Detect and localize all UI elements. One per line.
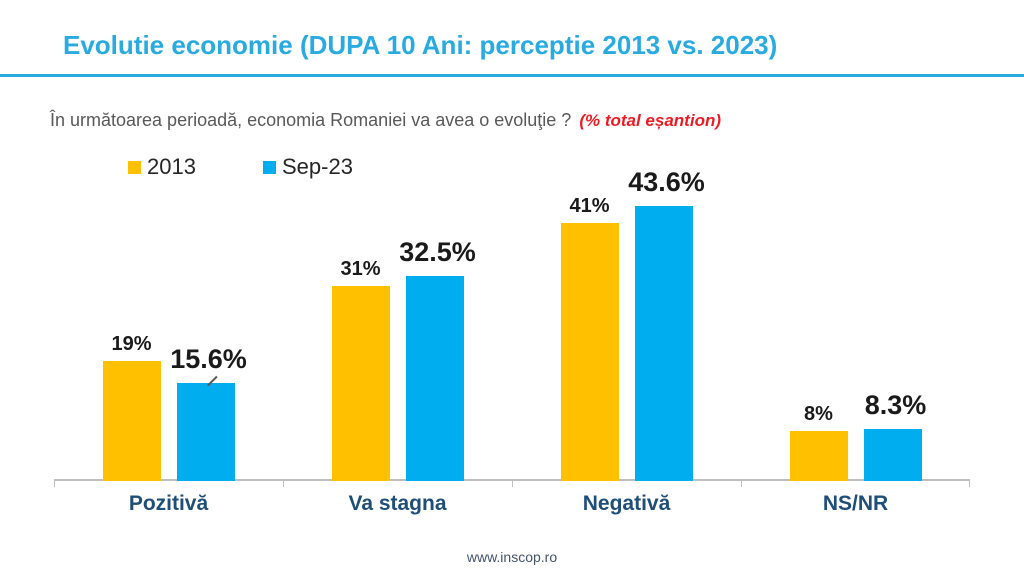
chart-legend: 2013 Sep-23 xyxy=(0,153,1024,181)
legend-label-2013: 2013 xyxy=(147,154,196,179)
category-label-va-stagna: Va stagna xyxy=(348,492,447,515)
survey-question: În următoarea perioadă, economia Romanie… xyxy=(50,110,721,131)
bar-sep-23-ns-nr xyxy=(863,429,922,481)
legend-item-sep-23: Sep-23 xyxy=(263,153,353,181)
legend-label-sep-23: Sep-23 xyxy=(282,154,353,179)
value-label-sep-23-pozitiva: 15.6% xyxy=(170,344,247,374)
legend-swatch-2013 xyxy=(128,160,141,174)
value-label-sep-23-va-stagna: 32.5% xyxy=(399,237,476,267)
page-title: Evolutie economie (DUPA 10 Ani: percepti… xyxy=(63,30,778,60)
axis-tick xyxy=(969,481,970,487)
plot-area: 19% 15.6% 31% 32.5% 41% 43.6% 8% 8.3% xyxy=(54,166,970,487)
category-label-pozitiva: Pozitivă xyxy=(128,492,209,515)
value-label-sep-23-ns-nr: 8.3% xyxy=(864,390,927,420)
bar-sep-23-va-stagna xyxy=(405,276,464,481)
axis-tick xyxy=(512,481,513,487)
survey-question-text: În următoarea perioadă, economia Romanie… xyxy=(50,110,572,130)
value-label-2013-pozitiva: 19% xyxy=(111,333,152,355)
value-label-2013-va-stagna: 31% xyxy=(340,258,381,280)
axis-tick xyxy=(54,481,55,487)
bar-2013-va-stagna xyxy=(331,286,390,481)
axis-tick xyxy=(283,481,284,487)
bar-sep-23-pozitiva xyxy=(176,383,235,481)
bar-2013-negativa xyxy=(560,223,619,481)
sample-note: (% total eșantion) xyxy=(579,111,721,130)
category-axis: Pozitivă Va stagna Negativă NS/NR xyxy=(54,490,970,520)
bar-2013-ns-nr xyxy=(789,431,848,481)
bar-sep-23-negativa xyxy=(634,206,693,481)
x-axis-line xyxy=(54,479,970,481)
legend-swatch-sep-23 xyxy=(263,160,276,174)
value-label-2013-negativa: 41% xyxy=(569,195,610,217)
title-divider xyxy=(0,74,1024,77)
category-label-negativa: Negativă xyxy=(582,492,671,515)
legend-item-2013: 2013 xyxy=(128,153,196,181)
bar-2013-pozitiva xyxy=(102,361,161,481)
value-label-2013-ns-nr: 8% xyxy=(804,403,833,425)
category-label-ns-nr: NS/NR xyxy=(822,492,889,515)
footer-url: www.inscop.ro xyxy=(466,549,558,565)
value-label-sep-23-negativa: 43.6% xyxy=(628,167,705,197)
axis-tick xyxy=(741,481,742,487)
